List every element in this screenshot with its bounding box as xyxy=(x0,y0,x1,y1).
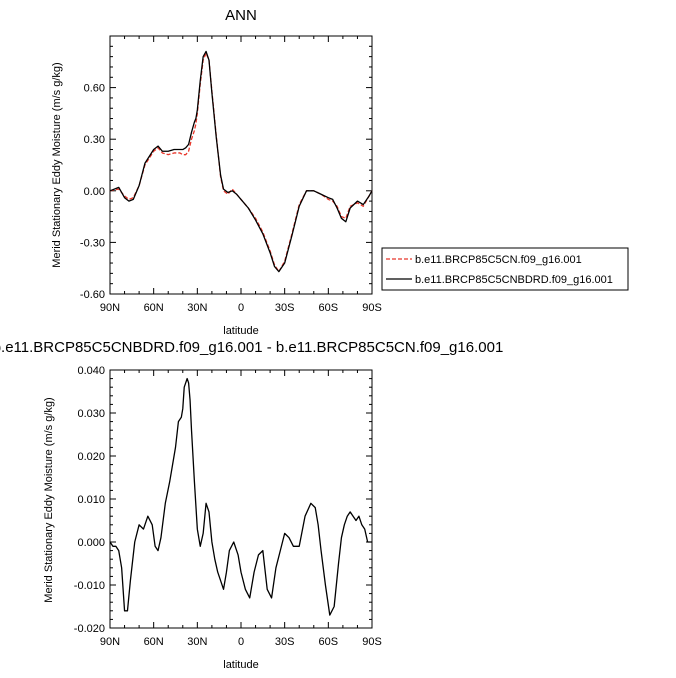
y-tick-label: 0.010 xyxy=(77,494,105,506)
chart-1-series xyxy=(109,50,373,273)
x-tick-label: 30S xyxy=(275,302,295,314)
y-tick-label: -0.60 xyxy=(80,289,105,301)
chart-1: ANN 0.60 0.30 0.00 -0.30 -0.60 90N 60N 30N 0 30S… xyxy=(51,7,629,337)
y-tick-label: 0.030 xyxy=(77,408,105,420)
chart-1-legend: b.e11.BRCP85C5CN.f09_g16.001 b.e11.BRCP8… xyxy=(381,247,629,291)
x-tick-label: 30N xyxy=(187,636,207,648)
x-tick-label: 0 xyxy=(238,636,244,648)
x-tick-label: 30S xyxy=(275,636,295,648)
y-tick-label: 0.60 xyxy=(84,83,105,95)
x-tick-label: 90S xyxy=(362,636,382,648)
chart-2-x-axis-label: latitude xyxy=(223,659,258,671)
x-tick-label: 30N xyxy=(187,302,207,314)
series-line-2 xyxy=(109,50,373,273)
x-tick-label: 90N xyxy=(100,302,120,314)
x-tick-label: 60S xyxy=(319,636,339,648)
chart-1-title: ANN xyxy=(225,7,257,24)
y-tick-label: -0.010 xyxy=(74,580,105,592)
x-tick-label: 60N xyxy=(144,636,164,648)
chart-2-ticks xyxy=(109,369,373,629)
x-tick-label: 90N xyxy=(100,636,120,648)
chart-2: b.e11.BRCP85C5CNBDRD.f09_g16.001 - b.e11… xyxy=(0,339,503,671)
legend-label-2: b.e11.BRCP85C5CNBDRD.f09_g16.001 xyxy=(415,274,613,286)
chart-2-title: b.e11.BRCP85C5CNBDRD.f09_g16.001 - b.e11… xyxy=(0,339,503,356)
y-tick-label: 0.30 xyxy=(84,134,105,146)
x-tick-label: 90S xyxy=(362,302,382,314)
y-tick-label: -0.30 xyxy=(80,237,105,249)
chart-1-ticks xyxy=(109,35,373,295)
x-tick-label: 60N xyxy=(144,302,164,314)
y-tick-label: 0.020 xyxy=(77,451,105,463)
y-tick-label: 0.000 xyxy=(77,537,105,549)
chart-1-y-tick-labels: 0.60 0.30 0.00 -0.30 -0.60 xyxy=(80,83,105,301)
y-tick-label: -0.020 xyxy=(74,623,105,635)
chart-1-y-axis-label: Merid Stationary Eddy Moisture (m/s g/kg… xyxy=(51,62,63,267)
x-tick-label: 60S xyxy=(319,302,339,314)
chart-2-y-tick-labels: 0.040 0.030 0.020 0.010 0.000 -0.010 -0.020 xyxy=(74,365,105,635)
chart-1-x-tick-labels: 90N 60N 30N 0 30S 60S 90S xyxy=(100,302,382,314)
chart-2-series xyxy=(109,377,372,616)
series-line-1 xyxy=(109,377,372,616)
chart-1-x-axis-label: latitude xyxy=(223,325,258,337)
chart-2-x-tick-labels: 90N 60N 30N 0 30S 60S 90S xyxy=(100,636,382,648)
x-tick-label: 0 xyxy=(238,302,244,314)
chart-2-y-axis-label: Merid Stationary Eddy Moisture (m/s g/kg… xyxy=(43,397,55,602)
chart-1-plot-frame xyxy=(109,35,373,295)
series-line-1 xyxy=(109,52,373,273)
y-tick-label: 0.00 xyxy=(84,186,105,198)
legend-label-1: b.e11.BRCP85C5CN.f09_g16.001 xyxy=(415,254,582,266)
chart-2-plot-frame xyxy=(109,369,373,629)
y-tick-label: 0.040 xyxy=(77,365,105,377)
legend-box xyxy=(381,247,629,291)
